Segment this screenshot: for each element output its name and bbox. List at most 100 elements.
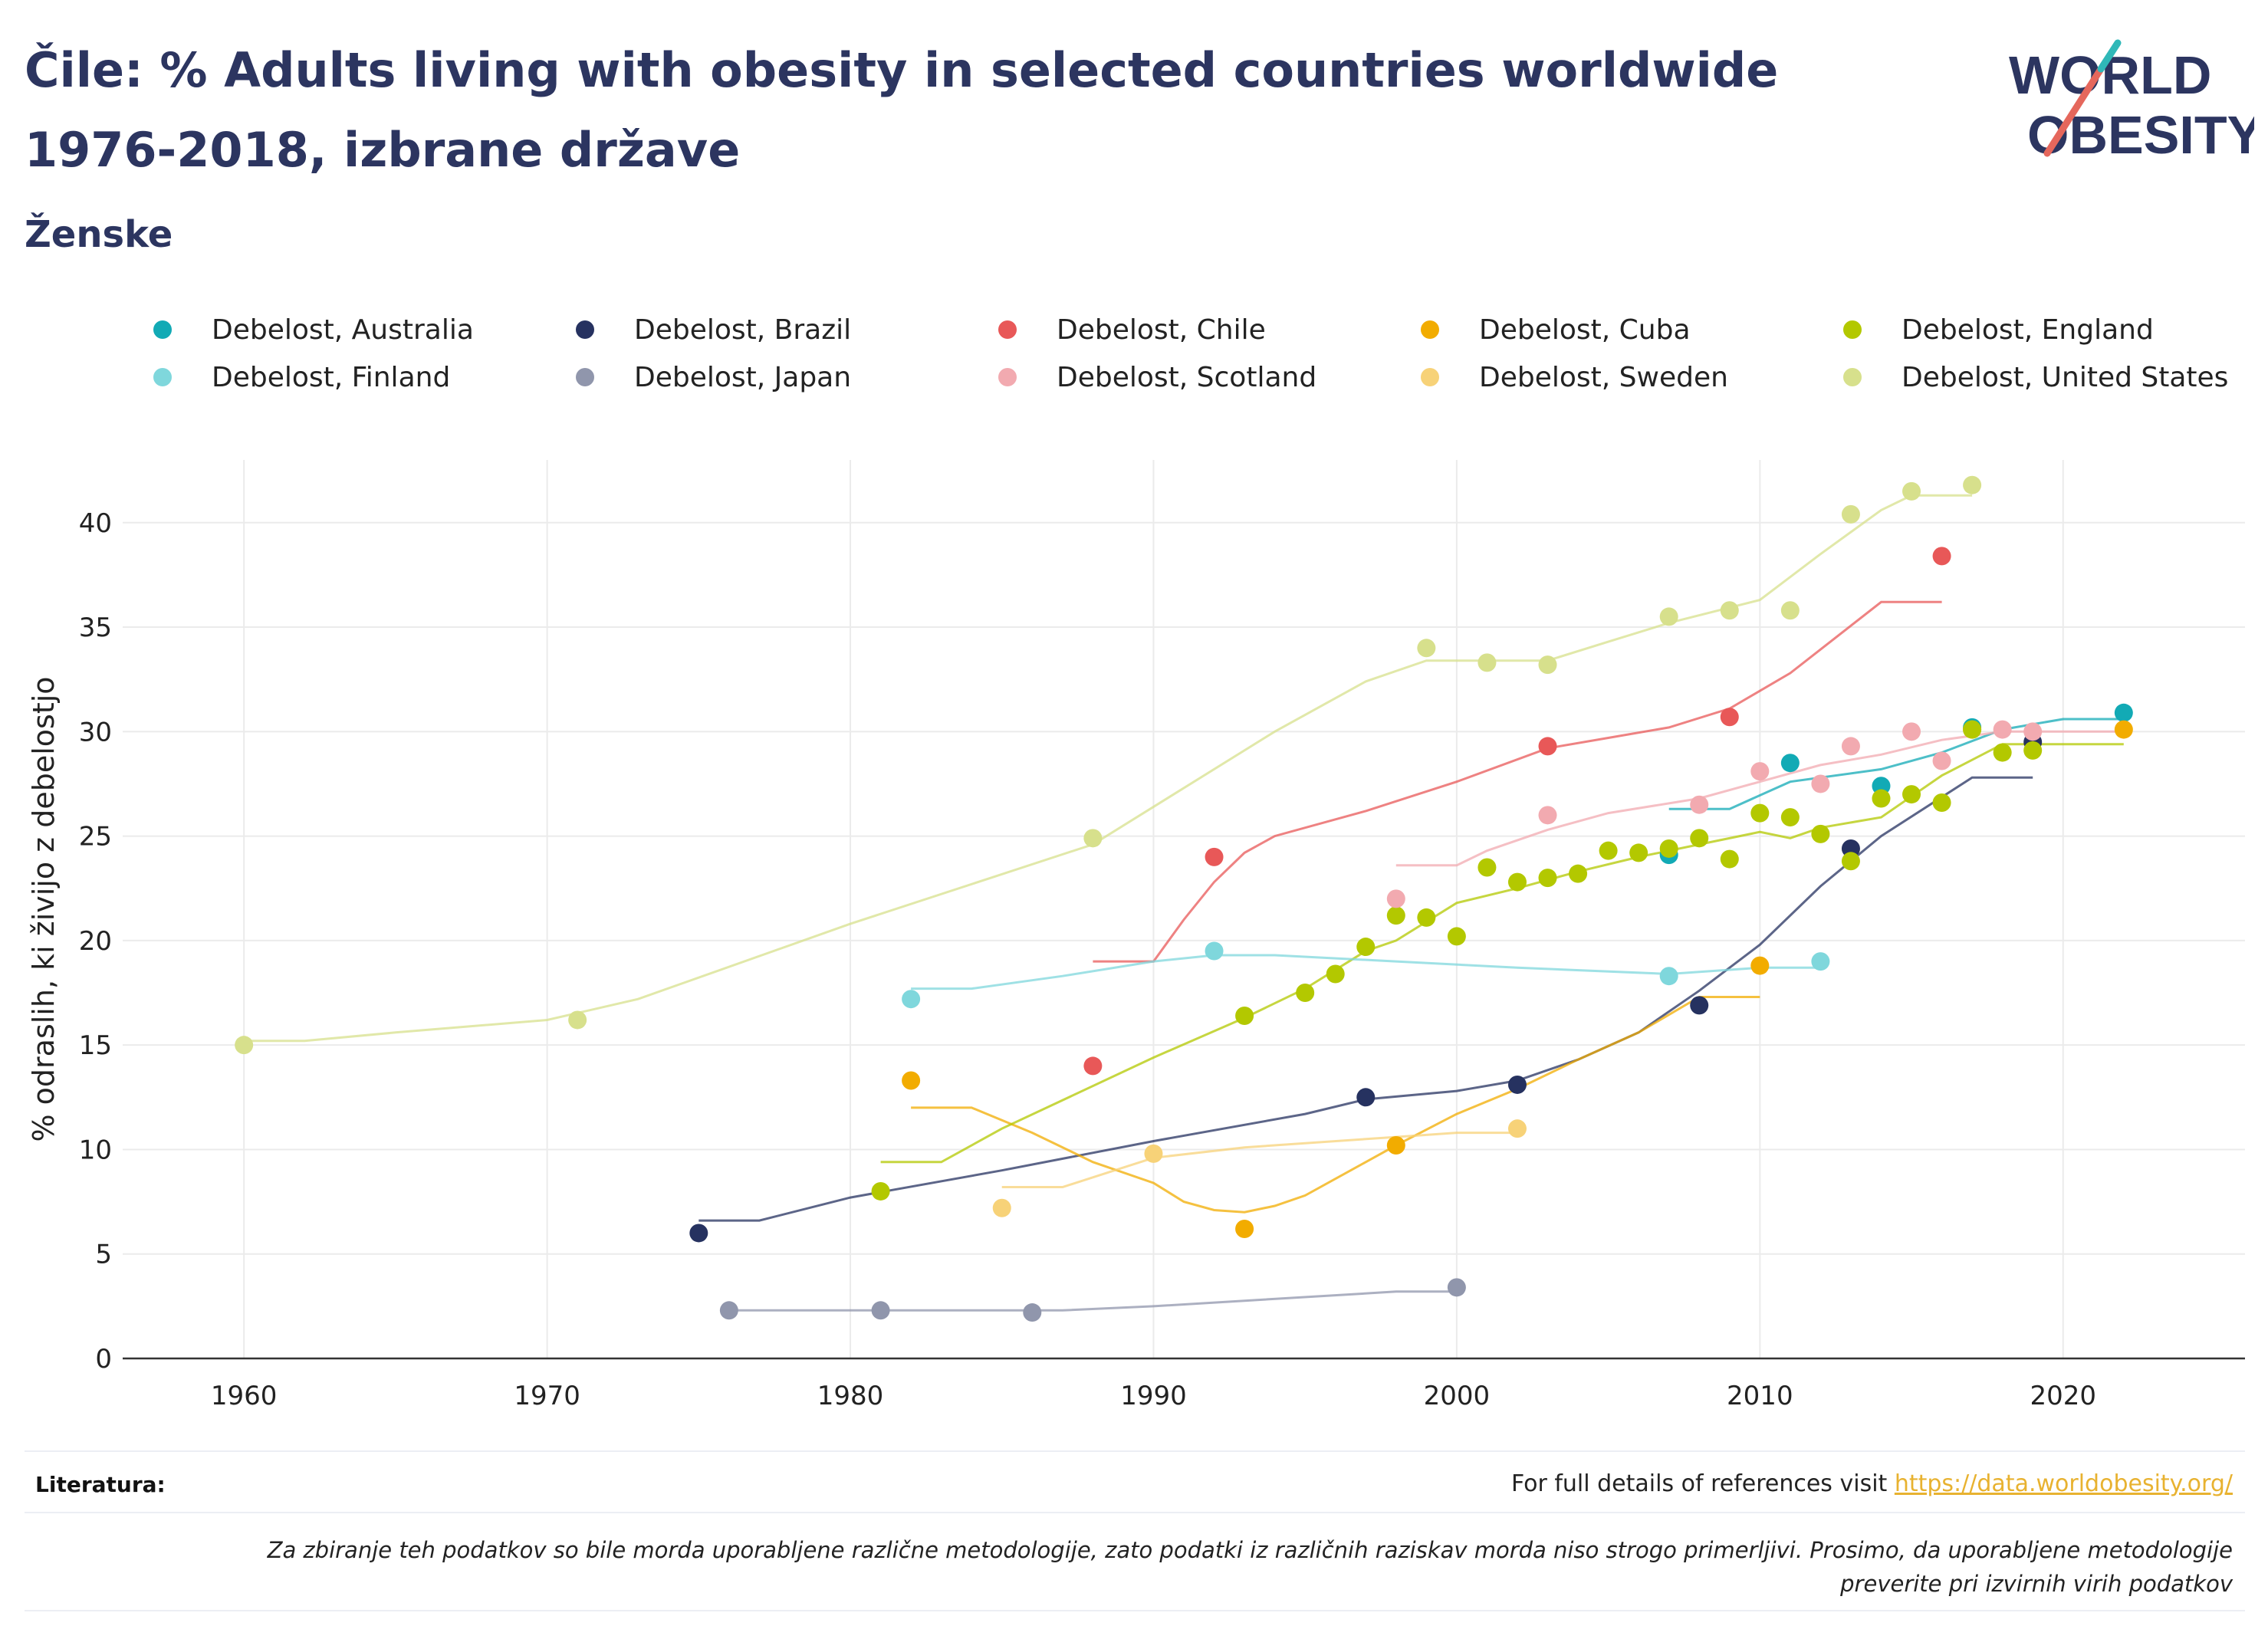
data-point xyxy=(1780,808,1800,827)
data-point xyxy=(2023,741,2043,760)
data-point xyxy=(902,990,921,1009)
data-point xyxy=(1417,908,1436,927)
data-point xyxy=(1599,841,1618,860)
legend-swatch xyxy=(1843,320,1862,339)
series-trend-line xyxy=(1093,600,1942,963)
data-point xyxy=(1356,938,1376,957)
data-point xyxy=(1993,720,2012,739)
data-point xyxy=(871,1181,890,1201)
data-point xyxy=(1659,967,1678,986)
footer-reference-link[interactable]: https://data.worldobesity.org/ xyxy=(1894,1470,2233,1497)
legend-label: Debelost, Finland xyxy=(212,361,451,393)
data-point xyxy=(1477,858,1497,877)
legend-item[interactable]: Debelost, Finland xyxy=(153,354,450,400)
data-point xyxy=(1841,504,1860,524)
series-trend-line xyxy=(1668,718,2124,810)
data-point xyxy=(1690,829,1709,848)
world-obesity-logo: WORLD OBESITY xyxy=(2009,39,2254,165)
data-point xyxy=(1932,547,1951,566)
x-tick-label: 1990 xyxy=(1120,1381,1187,1411)
data-point xyxy=(1963,475,1982,494)
data-point xyxy=(2114,703,2133,722)
x-tick-label: 1960 xyxy=(211,1381,278,1411)
data-point xyxy=(1538,869,1557,888)
data-point xyxy=(1659,839,1678,858)
data-point xyxy=(1841,737,1860,756)
legend-item[interactable]: Debelost, Scotland xyxy=(998,354,1316,400)
y-tick-label: 20 xyxy=(79,926,112,957)
legend-item[interactable]: Debelost, Cuba xyxy=(1421,307,1691,353)
data-point xyxy=(1507,1119,1527,1138)
data-point xyxy=(1326,964,1345,984)
footer-reference-text: For full details of references visit xyxy=(1510,1470,1895,1497)
legend-label: Debelost, Australia xyxy=(212,314,474,346)
data-point xyxy=(1507,1075,1527,1094)
data-point xyxy=(1144,1144,1163,1163)
data-point xyxy=(719,1301,738,1320)
obesity-scatter-chart: 1960 1970 1980 1990 2000 2010 2020 0 5 10 15 20 25 30… xyxy=(27,460,2245,1411)
data-point xyxy=(1356,1088,1376,1107)
footer-methodology-note: Za zbiranje teh podatkov so bile morda u… xyxy=(267,1537,2233,1597)
data-point xyxy=(1750,762,1770,781)
data-point xyxy=(1083,829,1103,848)
footer-label: Literatura: xyxy=(35,1472,166,1497)
legend-swatch xyxy=(153,320,172,339)
legend-item[interactable]: Debelost, Brazil xyxy=(576,307,851,353)
data-point xyxy=(1932,751,1951,770)
data-point xyxy=(1538,737,1557,756)
data-point xyxy=(871,1301,890,1320)
legend-swatch xyxy=(576,368,594,386)
data-point xyxy=(1417,639,1436,658)
data-point xyxy=(1447,927,1466,946)
legend-label: Debelost, Chile xyxy=(1057,314,1266,346)
legend-item[interactable]: Debelost, England xyxy=(1843,307,2154,353)
x-tick-label: 1970 xyxy=(514,1381,580,1411)
x-tick-label: 2020 xyxy=(2030,1381,2096,1411)
data-point xyxy=(1235,1220,1254,1239)
x-tick-label: 2000 xyxy=(1424,1381,1491,1411)
data-point xyxy=(568,1010,587,1030)
data-point xyxy=(1780,601,1800,620)
data-point xyxy=(1023,1303,1042,1322)
legend-item[interactable]: Debelost, Australia xyxy=(153,307,474,353)
x-tick-label: 1980 xyxy=(817,1381,884,1411)
legend-item[interactable]: Debelost, Chile xyxy=(998,307,1266,353)
data-point xyxy=(2023,722,2043,741)
series-trend-line xyxy=(1395,730,2124,867)
series-trend-line xyxy=(728,1290,1457,1312)
y-tick-label: 15 xyxy=(79,1030,112,1061)
y-tick-label: 10 xyxy=(79,1135,112,1165)
legend-item[interactable]: Debelost, Sweden xyxy=(1421,354,1728,400)
y-tick-label: 5 xyxy=(95,1240,112,1270)
data-point xyxy=(1993,743,2012,762)
data-point xyxy=(1963,720,1982,739)
legend-swatch xyxy=(998,368,1017,386)
legend-swatch xyxy=(1421,320,1439,339)
data-point xyxy=(1386,889,1405,908)
data-point xyxy=(1720,708,1739,727)
data-point xyxy=(992,1198,1011,1217)
data-point xyxy=(1902,481,1921,501)
legend-label: Debelost, Cuba xyxy=(1479,314,1691,346)
data-point xyxy=(902,1071,921,1090)
data-point xyxy=(1750,956,1770,975)
series-trend-line xyxy=(244,494,1973,1043)
data-point xyxy=(1569,864,1588,883)
page-title: Čile: % Adults living with obesity in se… xyxy=(25,42,1779,178)
legend-item[interactable]: Debelost, United States xyxy=(1843,354,2228,400)
legend-swatch xyxy=(1421,368,1439,386)
page-subtitle: Ženske xyxy=(25,213,173,256)
legend-label: Debelost, Japan xyxy=(634,361,852,393)
legend-swatch xyxy=(1843,368,1862,386)
y-tick-label: 0 xyxy=(95,1344,112,1375)
data-point xyxy=(1083,1056,1103,1076)
data-point xyxy=(1811,952,1830,971)
data-point xyxy=(1507,872,1527,892)
data-point xyxy=(1872,789,1891,808)
legend-item[interactable]: Debelost, Japan xyxy=(576,354,851,400)
footer-divider-bottom xyxy=(25,1610,2245,1611)
data-point xyxy=(689,1224,708,1243)
footer-reference: For full details of references visit htt… xyxy=(1511,1470,2233,1497)
legend-label: Debelost, England xyxy=(1902,314,2154,346)
series-trend-line xyxy=(911,954,1821,990)
